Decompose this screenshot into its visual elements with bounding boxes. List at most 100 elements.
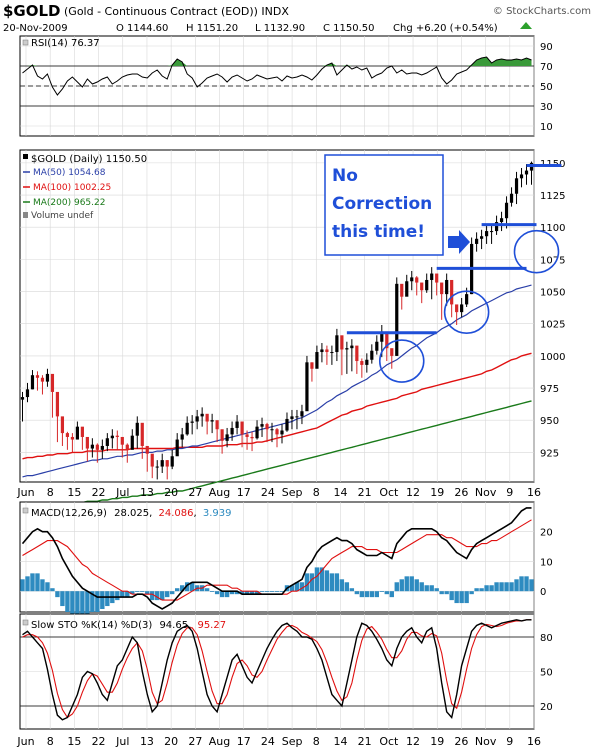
candle-body [120, 436, 124, 445]
candle-body [395, 283, 399, 356]
price-legend-swatch [23, 154, 28, 159]
macd-histogram-bar [484, 585, 489, 592]
macd-ytick-label: 10 [540, 557, 553, 568]
macd-histogram-bar [35, 573, 40, 592]
candle-body [160, 460, 164, 467]
candle-body [415, 277, 419, 283]
macd-histogram-bar [259, 591, 265, 592]
candle-body [480, 236, 484, 239]
macd-histogram-bar [424, 585, 429, 592]
candle-body [175, 439, 179, 457]
sto-k-line [22, 619, 532, 721]
candle-body [410, 277, 414, 282]
macd-histogram-bar [239, 591, 245, 595]
macd-histogram-bar [125, 591, 130, 598]
macd-histogram-bar [165, 591, 170, 598]
pullback-circle [378, 339, 425, 383]
macd-histogram-bar [504, 582, 509, 592]
macd-histogram-bar [30, 573, 35, 592]
macd-histogram-bar [479, 588, 484, 592]
annotation-box: No Correction this time! [324, 154, 470, 256]
candle-body [435, 273, 439, 283]
x-axis-top-label: 13 [140, 486, 154, 499]
candle-body [130, 435, 134, 450]
macd-histogram-bar [519, 576, 524, 592]
candle-body [330, 352, 334, 354]
sto-d-line [22, 619, 532, 719]
x-axis-bottom-label: 15 [67, 735, 81, 748]
x-axis-top-label: 16 [527, 486, 541, 499]
x-axis-top-label: 14 [333, 486, 347, 499]
x-axis-top-label: 22 [92, 486, 106, 499]
macd-histogram-bar [214, 591, 220, 595]
candle-body [215, 420, 219, 430]
price-ytick-label: 1050 [540, 288, 565, 299]
x-axis-top-label: Nov [475, 486, 497, 499]
macd-ytick-label: 20 [540, 528, 553, 539]
macd-histogram-bar [234, 591, 240, 595]
x-axis-top-label: Sep [282, 486, 303, 499]
candle-body [365, 359, 369, 365]
stochastic-panel: 20 50 80 [19, 613, 553, 730]
quote-open: O 1144.60 [116, 23, 168, 34]
macd-legend-value: 28.025 [114, 508, 149, 519]
candle-body [155, 466, 159, 468]
macd-histogram-bar [344, 582, 350, 592]
candle-body [110, 435, 114, 439]
rsi-line [22, 56, 532, 96]
macd-histogram-bar [404, 576, 409, 592]
price-ytick-label: 950 [540, 416, 559, 427]
x-axis-top-label: 19 [430, 486, 444, 499]
legend-ma100: MA(100) 1002.25 [33, 183, 111, 193]
rsi-legend-text: RSI(14) 76.37 [31, 38, 100, 49]
annotation-line-3: this time! [332, 222, 425, 242]
candle-body [240, 421, 244, 435]
candle-body [260, 424, 264, 427]
macd-histogram-bar [334, 573, 340, 592]
candle-body [50, 373, 55, 392]
candle-body [499, 218, 504, 223]
macd-histogram-bar [70, 591, 75, 615]
macd-histogram-bar [394, 582, 399, 592]
candle-body [350, 345, 354, 349]
candle-body [20, 397, 25, 400]
x-axis-top-label: 26 [454, 486, 468, 499]
macd-histogram-bar [75, 591, 80, 615]
x-axis-bottom-label: 19 [430, 735, 444, 748]
x-axis-top-label: 9 [506, 486, 513, 499]
candle-body [509, 193, 514, 203]
candle-body [455, 304, 459, 313]
x-axis-bottom-label: 14 [333, 735, 347, 748]
candle-body [245, 434, 249, 437]
ma200-line [22, 400, 532, 509]
macd-histogram-bar [145, 591, 150, 595]
macd-histogram-bar [474, 588, 479, 592]
macd-histogram-bar [254, 591, 260, 595]
macd-histogram-bar [469, 591, 474, 595]
up-arrow-icon [520, 22, 532, 29]
macd-histogram-bar [60, 591, 65, 607]
macd-histogram-bar [140, 591, 145, 592]
quote-high: H 1151.20 [186, 23, 238, 34]
pullback-circle [513, 229, 560, 274]
candle-body [370, 350, 374, 360]
macd-histogram-bar [409, 576, 414, 592]
macd-histogram-bar [150, 591, 155, 601]
macd-histogram-bar [244, 591, 250, 595]
macd-histogram-bar [369, 591, 375, 598]
macd-legend-label: MACD(12,26,9) [31, 508, 107, 519]
macd-histogram-bar [414, 579, 419, 592]
ma50-line [22, 284, 532, 478]
macd-histogram-value: 3.939 [203, 508, 232, 519]
candle-body [180, 434, 184, 440]
macd-histogram-bar [80, 591, 85, 615]
macd-histogram-bar [204, 588, 210, 592]
legend-ma50: MA(50) 1054.68 [33, 168, 106, 178]
x-axis-top-label: 15 [67, 486, 81, 499]
price-ytick-label: 1100 [540, 223, 565, 234]
candle-body [310, 362, 314, 369]
macd-histogram-bar [314, 567, 320, 592]
legend-volume: Volume undef [31, 211, 94, 221]
macd-histogram-bar [170, 591, 175, 595]
macd-histogram-bar [399, 579, 404, 592]
